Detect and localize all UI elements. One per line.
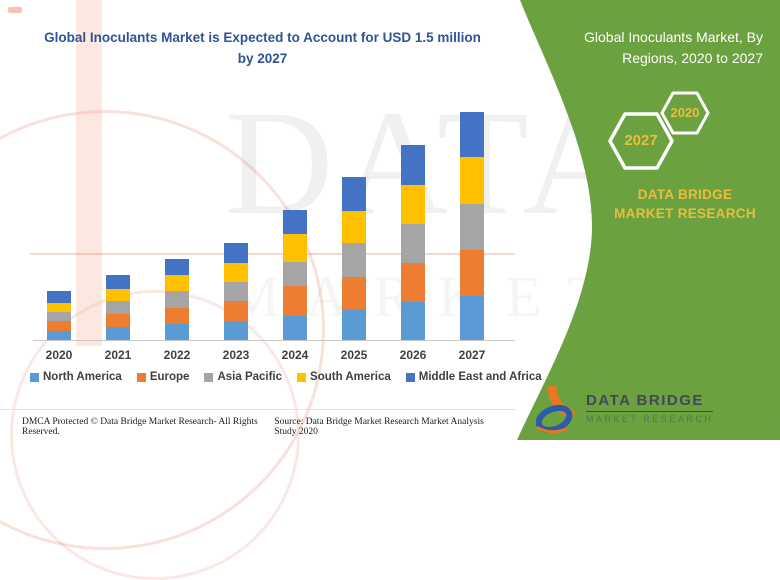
- bar-segment-middle-east-and-africa-2027: [460, 112, 484, 157]
- bar-segment-south-america-2025: [342, 211, 366, 243]
- bar-segment-north-america-2021: [106, 327, 130, 340]
- side-panel-brand-text: DATA BRIDGE MARKET RESEARCH: [614, 187, 756, 221]
- bar-segment-asia-pacific-2023: [224, 282, 248, 301]
- bar-segment-north-america-2022: [165, 324, 189, 340]
- x-axis-label-2024: 2024: [281, 348, 309, 362]
- bar-segment-asia-pacific-2025: [342, 243, 366, 277]
- hexagon-2027-label: 2027: [624, 132, 658, 149]
- bar-segment-asia-pacific-2021: [106, 301, 130, 314]
- data-bridge-logo-icon: [536, 386, 575, 434]
- legend-item-middle-east-and-africa: Middle East and Africa: [405, 371, 542, 383]
- stacked-bar-2021: [106, 275, 130, 340]
- data-bridge-logo: DATA BRIDGE MARKET RESEARCH: [536, 386, 714, 434]
- bar-segment-middle-east-and-africa-2023: [224, 243, 248, 263]
- bar-segment-south-america-2027: [460, 157, 484, 204]
- bar-segment-europe-2020: [47, 321, 71, 331]
- x-axis-label-2027: 2027: [458, 348, 486, 362]
- legend-swatch-icon: [297, 372, 307, 382]
- bar-segment-asia-pacific-2024: [283, 262, 307, 286]
- legend-label: Middle East and Africa: [418, 371, 542, 383]
- bar-segment-south-america-2024: [283, 234, 307, 262]
- legend-label: North America: [43, 371, 122, 383]
- bar-segment-asia-pacific-2020: [47, 312, 71, 321]
- x-axis-label-2026: 2026: [399, 348, 427, 362]
- bar-segment-middle-east-and-africa-2022: [165, 259, 189, 275]
- hexagon-2020-outline: [660, 91, 710, 135]
- bar-segment-south-america-2026: [401, 185, 425, 224]
- stacked-bar-2022: [165, 259, 189, 340]
- footer-source-text: Source: Data Bridge Market Research Mark…: [274, 417, 484, 437]
- side-panel-title: Global Inoculants Market, By Regions, 20…: [584, 29, 763, 66]
- watermark-underline: [30, 253, 515, 255]
- legend-label: Asia Pacific: [217, 371, 283, 383]
- watermark-stripe: [76, 0, 102, 346]
- legend-swatch-icon: [136, 372, 146, 382]
- bar-segment-middle-east-and-africa-2024: [283, 210, 307, 234]
- bar-segment-south-america-2023: [224, 263, 248, 282]
- logo-name: DATA BRIDGE: [586, 392, 714, 412]
- stacked-bar-2023: [224, 243, 248, 340]
- x-axis-label-2025: 2025: [340, 348, 368, 362]
- bar-segment-middle-east-and-africa-2020: [47, 291, 71, 303]
- bar-segment-middle-east-and-africa-2025: [342, 177, 366, 211]
- x-axis-label-2020: 2020: [45, 348, 73, 362]
- x-axis-label-2021: 2021: [104, 348, 132, 362]
- legend-item-europe: Europe: [136, 371, 190, 383]
- x-axis-label-2022: 2022: [163, 348, 191, 362]
- legend-swatch-icon: [405, 372, 415, 382]
- hexagon-2020-label: 2020: [670, 105, 700, 120]
- footer-dmca-text: DMCA Protected © Data Bridge Market Rese…: [22, 417, 258, 437]
- stacked-bar-2025: [342, 177, 366, 340]
- legend-item-south-america: South America: [297, 371, 391, 383]
- footer: DMCA Protected © Data Bridge Market Rese…: [0, 409, 516, 440]
- bar-segment-north-america-2023: [224, 321, 248, 340]
- bar-segment-north-america-2025: [342, 309, 366, 340]
- x-axis-line: [33, 340, 515, 341]
- bar-segment-north-america-2020: [47, 331, 71, 340]
- bar-segment-europe-2021: [106, 314, 130, 327]
- watermark-smudge: [8, 7, 22, 13]
- bar-segment-europe-2022: [165, 308, 189, 324]
- legend-item-asia-pacific: Asia Pacific: [204, 371, 282, 383]
- bar-segment-south-america-2021: [106, 289, 130, 301]
- legend-swatch-icon: [204, 372, 214, 382]
- stacked-bar-2020: [47, 291, 71, 340]
- logo-subtitle: MARKET RESEARCH: [586, 414, 714, 424]
- bar-segment-north-america-2026: [401, 302, 425, 340]
- legend-item-north-america: North America: [30, 371, 122, 383]
- chart-legend: North America Europe Asia Pacific South Ame…: [30, 371, 542, 383]
- chart-title: Global Inoculants Market is Expected to …: [44, 30, 481, 66]
- bar-segment-asia-pacific-2026: [401, 224, 425, 263]
- hexagon-2027-outline: [608, 112, 674, 170]
- plot-area: 2020 2021 2022 2023 2024 2025 2026 2027: [33, 100, 515, 362]
- legend-swatch-icon: [30, 372, 39, 382]
- stacked-bar-2027: [460, 112, 484, 340]
- stacked-bar-2024: [283, 210, 307, 340]
- bar-segment-middle-east-and-africa-2026: [401, 145, 425, 185]
- side-panel-graphic: [517, 0, 780, 440]
- bar-segment-north-america-2027: [460, 296, 484, 340]
- legend-label: South America: [310, 371, 391, 383]
- x-axis-label-2023: 2023: [222, 348, 250, 362]
- side-panel-background: [517, 0, 780, 440]
- bar-segment-south-america-2022: [165, 275, 189, 291]
- bar-segment-europe-2025: [342, 277, 366, 309]
- legend-label: Europe: [149, 371, 190, 383]
- bar-segment-north-america-2024: [283, 316, 307, 340]
- bar-segment-europe-2024: [283, 286, 307, 316]
- bar-segment-europe-2026: [401, 263, 425, 302]
- bar-segment-asia-pacific-2022: [165, 291, 189, 308]
- bar-segment-south-america-2020: [47, 303, 71, 312]
- stacked-bar-2026: [401, 145, 425, 340]
- bar-segment-europe-2027: [460, 250, 484, 296]
- bar-segment-middle-east-and-africa-2021: [106, 275, 130, 289]
- bar-segment-europe-2023: [224, 301, 248, 321]
- bar-segment-asia-pacific-2027: [460, 204, 484, 250]
